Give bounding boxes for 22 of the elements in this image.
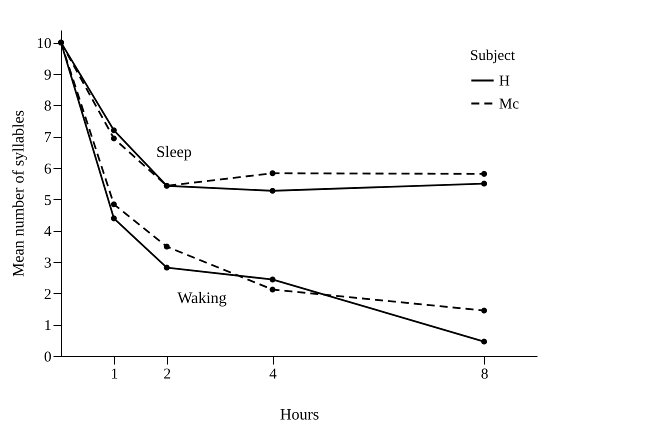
annotation: Waking (177, 290, 227, 307)
y-tick-label: 0 (44, 350, 52, 366)
y-tick-label: 5 (44, 192, 52, 209)
x-axis-title: Hours (280, 406, 320, 424)
y-tick-label: 6 (44, 161, 52, 178)
legend-label: H (499, 74, 510, 90)
y-tick-label: 7 (44, 130, 52, 146)
x-tick-label: 8 (480, 366, 488, 382)
x-tick-label: 4 (269, 366, 278, 382)
y-tick-label: 1 (44, 318, 52, 334)
annotation: Sleep (156, 144, 192, 161)
y-tick-label: 9 (44, 67, 52, 84)
x-tick-label: 1 (110, 366, 118, 382)
x-tick-label: 2 (164, 366, 172, 382)
y-tick-label: 10 (36, 36, 52, 52)
legend-title: Subject (470, 48, 516, 64)
y-axis-title: Mean number of syllables (10, 110, 28, 277)
y-tick-label: 8 (44, 98, 52, 115)
legend-label: Mc (499, 96, 520, 112)
y-tick-label: 4 (44, 224, 52, 240)
y-tick-label: 3 (44, 255, 52, 272)
y-tick-label: 2 (44, 286, 52, 303)
